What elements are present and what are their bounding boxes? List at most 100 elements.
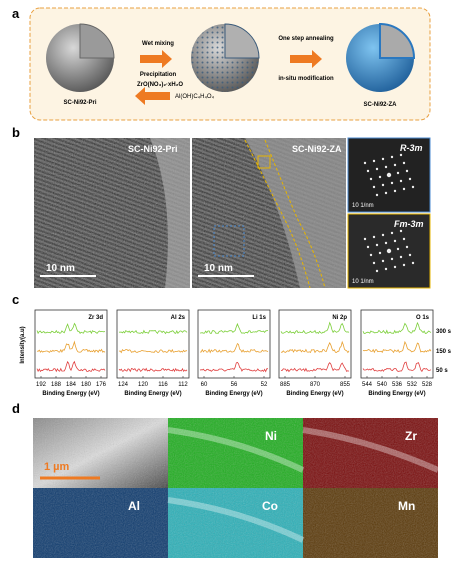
spectrum <box>362 361 432 373</box>
plot-title: O 1s <box>416 315 430 321</box>
fft-spot <box>381 259 385 263</box>
x-tick-label: 188 <box>51 382 62 388</box>
fft-spot <box>396 171 400 175</box>
fft-spot <box>402 161 406 165</box>
fft-spot <box>381 157 385 161</box>
panel-label: c <box>12 292 19 307</box>
plot-frame <box>116 309 190 379</box>
fft-spot <box>366 169 370 173</box>
plot-title: Al 2s <box>171 315 186 321</box>
fft-spot <box>384 267 388 271</box>
spectrum <box>362 340 432 354</box>
panel-label: a <box>12 6 20 21</box>
fft-spot <box>381 183 385 187</box>
fft-spot <box>390 181 394 185</box>
spectrum <box>118 329 188 335</box>
fft-spot <box>399 255 403 259</box>
x-tick-label: 52 <box>261 382 268 388</box>
step: in-situ modification <box>278 76 334 82</box>
image-label: SC-Ni92-ZA <box>292 144 342 154</box>
x-axis-label: Binding Energy (eV) <box>205 391 262 397</box>
legend-label: 300 s <box>436 329 452 335</box>
plot-frame <box>278 309 352 379</box>
map-label: Mn <box>398 499 415 513</box>
step: Precipitation <box>140 72 177 78</box>
reagent: ZrO(NO₃)₂·xH₂O <box>137 82 183 88</box>
sphere-cut <box>224 23 260 59</box>
sample-name: SC-Ni92-ZA <box>363 102 397 108</box>
x-tick-label: 536 <box>392 382 403 388</box>
x-tick-label: 56 <box>231 382 238 388</box>
plot-title: Li 1s <box>252 315 266 321</box>
x-tick-label: 124 <box>118 382 129 388</box>
x-tick-label: 180 <box>81 382 92 388</box>
fft-spot <box>390 155 394 159</box>
boundary <box>264 139 326 289</box>
fft-spot <box>405 169 409 173</box>
x-tick-label: 540 <box>377 382 388 388</box>
fft-spot <box>372 185 376 189</box>
x-tick-label: 855 <box>340 382 351 388</box>
fft-spot <box>393 265 397 269</box>
plot-frame <box>197 309 271 379</box>
spectrum <box>199 342 269 354</box>
scale-label: 10 nm <box>204 263 233 274</box>
x-axis-label: Binding Energy (eV) <box>124 391 181 397</box>
x-tick-label: 544 <box>362 382 373 388</box>
plot-frame <box>360 309 434 379</box>
spectrum <box>118 367 188 373</box>
fft-spot <box>399 179 403 183</box>
map-noise <box>33 418 438 558</box>
fft-spot <box>378 251 382 255</box>
fft-spot <box>384 191 388 195</box>
x-tick-label: 192 <box>36 382 47 388</box>
reagent: Al(OH)C₄H₄O₄ <box>175 94 215 100</box>
spectrum <box>199 322 269 334</box>
x-tick-label: 120 <box>138 382 149 388</box>
x-axis-label: Binding Energy (eV) <box>368 391 425 397</box>
fft-spot <box>393 239 397 243</box>
fft-spot <box>363 237 367 241</box>
spectrum <box>118 348 188 354</box>
spectrum <box>199 361 269 373</box>
fft-label: R-3m <box>400 143 423 153</box>
tem-edge <box>245 138 346 288</box>
x-tick-label: 184 <box>66 382 77 388</box>
fft-spot <box>375 269 379 273</box>
fft-spot <box>369 177 373 181</box>
fft-spot <box>384 165 388 169</box>
spectrum <box>362 321 432 335</box>
scale-label: 10 1/nm <box>352 279 374 285</box>
x-tick-label: 885 <box>280 382 291 388</box>
spectrum <box>36 360 106 373</box>
fft-spot <box>386 172 392 178</box>
map-label: Co <box>262 499 278 513</box>
map-label: Al <box>128 499 140 513</box>
fft-spot <box>375 193 379 197</box>
x-tick-label: 112 <box>178 382 188 388</box>
tem-edge <box>150 138 190 288</box>
legend-label: 50 s <box>436 368 448 374</box>
map-label: Zr <box>405 429 417 443</box>
fft-spot <box>405 245 409 249</box>
fft-spot <box>402 237 406 241</box>
spectrum <box>36 322 106 335</box>
sphere-cut <box>79 23 115 59</box>
fft-spot <box>408 253 412 257</box>
fft-spot <box>393 163 397 167</box>
fft-spot <box>411 185 415 189</box>
image-label: SC-Ni92-Pri <box>128 144 178 154</box>
fft-spot <box>366 245 370 249</box>
x-tick-label: 176 <box>96 382 107 388</box>
fft-spot <box>399 153 403 157</box>
spectrum <box>280 340 350 354</box>
scale-label: 10 1/nm <box>352 203 374 209</box>
x-axis-label: Binding Energy (eV) <box>42 391 99 397</box>
spectrum <box>36 340 106 353</box>
x-tick-label: 532 <box>407 382 418 388</box>
fft-spot <box>386 248 392 254</box>
fft-spot <box>372 235 376 239</box>
fft-spot <box>399 229 403 233</box>
sphere-cut <box>379 22 416 59</box>
